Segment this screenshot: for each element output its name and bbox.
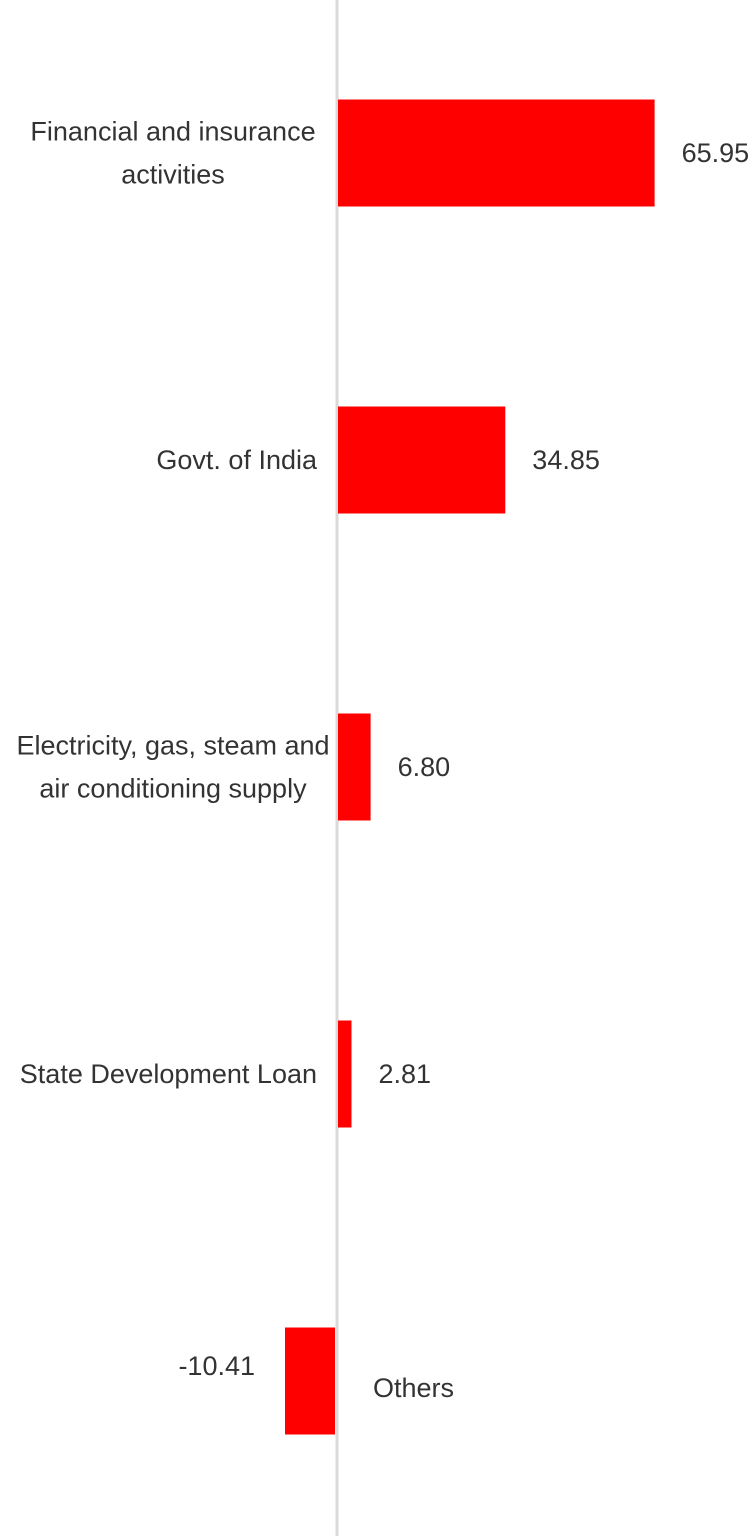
value-label-2: 34.85 — [532, 445, 600, 475]
value-label-1: 65.95 — [682, 138, 750, 168]
value-label-4: 2.81 — [379, 1059, 432, 1089]
category-label-line: Others — [373, 1373, 454, 1403]
category-label-line: Govt. of India — [156, 445, 318, 475]
category-label-5: Others — [373, 1373, 454, 1403]
bar-1 — [338, 99, 655, 207]
category-label-2: Govt. of India — [156, 445, 318, 475]
value-label-5: -10.41 — [178, 1351, 255, 1381]
bars-group — [285, 99, 655, 1435]
category-labels-group: Financial and insurance activities Govt. o… — [16, 117, 454, 1404]
category-label-line: State Development Loan — [20, 1059, 317, 1089]
bar-5 — [285, 1327, 335, 1435]
category-label-line: Financial and insurance — [30, 117, 315, 147]
category-label-line: Electricity, gas, steam and — [16, 731, 329, 761]
category-label-4: State Development Loan — [20, 1059, 317, 1089]
bar-4 — [338, 1020, 352, 1128]
category-label-1: Financial and insurance activities — [30, 117, 315, 190]
category-label-3: Electricity, gas, steam and air condition… — [16, 731, 329, 804]
value-label-3: 6.80 — [398, 752, 451, 782]
category-label-line: air conditioning supply — [39, 774, 307, 804]
category-label-line: activities — [121, 160, 225, 190]
bar-2 — [338, 406, 506, 514]
bar-3 — [338, 713, 371, 821]
value-labels-group: 65.95 34.85 6.80 2.81 -10.41 — [178, 138, 749, 1381]
